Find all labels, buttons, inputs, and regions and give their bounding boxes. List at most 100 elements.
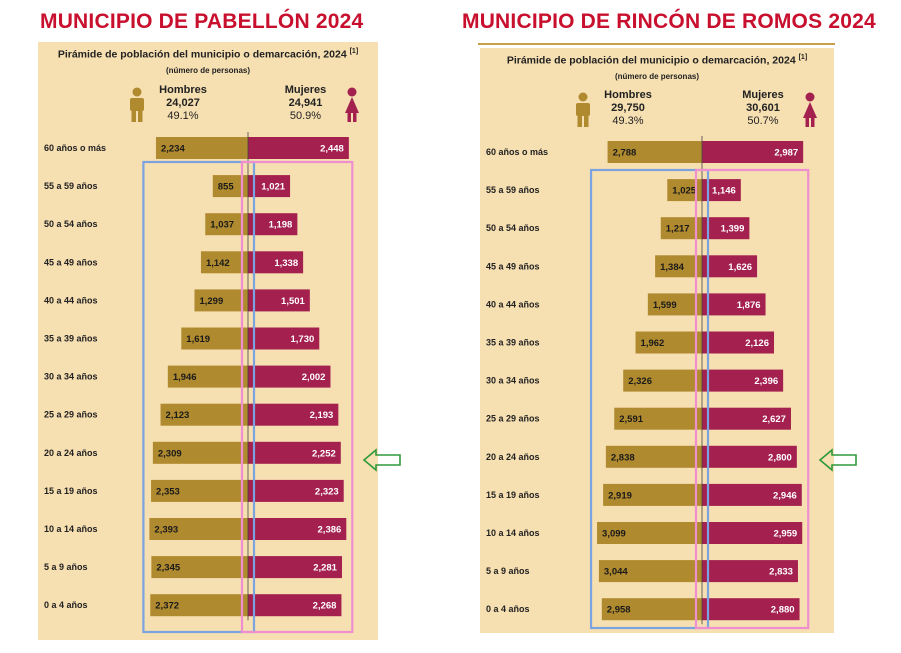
woman-icon <box>345 87 359 122</box>
age-group-label: 45 a 49 años <box>44 257 98 267</box>
women-highlight-box <box>694 168 810 630</box>
men-bar <box>151 479 248 502</box>
women-total: 24,941 <box>288 97 323 109</box>
women-value-label: 2,959 <box>773 529 797 540</box>
women-value-label: 2,002 <box>302 372 326 383</box>
women-bar <box>702 255 758 278</box>
men-bar <box>194 289 248 312</box>
age-group-label: 35 a 39 años <box>486 338 540 348</box>
women-bar <box>702 445 797 468</box>
men-value-label: 3,044 <box>604 567 628 578</box>
men-label: Hombres <box>159 84 207 96</box>
men-value-label: 2,393 <box>154 525 178 536</box>
men-bar <box>597 522 702 544</box>
women-value-label: 1,876 <box>737 300 761 311</box>
chart-title-text: Pirámide de población del municipio o de… <box>57 48 347 61</box>
women-bar <box>702 407 791 430</box>
women-percent: 50.9% <box>289 110 322 122</box>
man-icon <box>130 87 144 122</box>
women-highlight-box <box>240 160 354 634</box>
women-bar <box>248 479 344 502</box>
age-group-label: 5 a 9 años <box>486 566 530 576</box>
men-bar <box>167 365 248 388</box>
women-summary: Mujeres 30,601 50.7% <box>728 89 798 128</box>
men-bar <box>200 251 248 274</box>
men-bar <box>598 560 702 583</box>
women-value-label: 2,627 <box>762 414 786 425</box>
women-bar <box>248 556 342 579</box>
chart-title-text: Pirámide de población del municipio o de… <box>506 54 796 67</box>
men-bar <box>614 407 702 430</box>
note-marker: [1] <box>349 48 359 55</box>
women-label: Mujeres <box>742 89 784 101</box>
men-bar <box>647 293 702 316</box>
women-bar <box>702 522 803 544</box>
women-bar <box>702 141 804 163</box>
men-value-label: 2,919 <box>608 490 632 501</box>
age-group-label: 50 a 54 años <box>44 219 98 229</box>
age-group-label: 45 a 49 años <box>486 261 540 271</box>
chart-title: Pirámide de población del municipio o de… <box>38 48 378 61</box>
women-bar <box>248 327 320 350</box>
men-bar <box>660 217 702 240</box>
note-marker: [1] <box>798 54 808 61</box>
men-bar <box>181 327 248 350</box>
men-value-label: 1,599 <box>653 300 677 311</box>
women-value-label: 1,626 <box>728 262 752 273</box>
women-bar <box>248 403 339 426</box>
men-label: Hombres <box>604 89 652 101</box>
age-group-label: 15 a 19 años <box>44 486 98 496</box>
age-group-label: 20 a 24 años <box>44 448 98 458</box>
men-value-label: 2,838 <box>611 452 635 463</box>
women-bar <box>702 293 766 316</box>
pabellon-chart-panel: Pirámide de población del municipio o de… <box>38 42 378 640</box>
age-group-label: 25 a 29 años <box>486 414 540 424</box>
chart-subtitle: (número de personas) <box>614 72 699 81</box>
women-value-label: 1,146 <box>712 186 736 197</box>
age-group-label: 20 a 24 años <box>486 452 540 462</box>
age-group-label: 15 a 19 años <box>486 490 540 500</box>
men-value-label: 1,142 <box>206 258 230 269</box>
men-value-label: 2,123 <box>166 410 190 421</box>
age-group-label: 0 a 4 años <box>44 600 88 610</box>
age-group-label: 10 a 14 años <box>486 528 540 538</box>
men-value-label: 2,234 <box>161 144 185 155</box>
women-value-label: 2,448 <box>320 144 344 155</box>
men-total: 29,750 <box>611 102 645 114</box>
women-bar <box>702 598 800 621</box>
left-arrow-icon <box>818 448 857 472</box>
women-bar <box>248 289 310 312</box>
men-value-label: 2,591 <box>619 414 643 425</box>
chart-subtitle: (número de personas) <box>165 66 250 75</box>
women-value-label: 2,281 <box>313 563 337 574</box>
women-value-label: 2,800 <box>768 452 792 463</box>
age-group-label: 35 a 39 años <box>44 334 98 344</box>
age-group-label: 0 a 4 años <box>486 604 530 614</box>
men-bar <box>605 445 702 468</box>
women-bar <box>248 594 342 617</box>
women-value-label: 1,198 <box>269 220 293 231</box>
men-value-label: 2,353 <box>156 486 180 497</box>
men-bar <box>150 594 248 617</box>
men-bar <box>655 255 702 278</box>
age-group-label: 30 a 34 años <box>44 372 98 382</box>
men-value-label: 1,217 <box>666 224 690 235</box>
men-bar <box>601 598 702 621</box>
women-bar <box>248 251 304 274</box>
women-value-label: 2,833 <box>769 567 793 578</box>
men-value-label: 2,326 <box>628 376 652 387</box>
men-value-label: 2,372 <box>155 601 179 612</box>
rincon-heading: MUNICIPIO DE RINCÓN DE ROMOS 2024 <box>462 10 876 33</box>
population-pyramid-rincon: 60 años o más 2,788 2,987 55 a 59 años 1,025… <box>486 136 810 630</box>
men-bar <box>603 483 702 506</box>
men-value-label: 1,025 <box>672 186 696 197</box>
women-value-label: 2,880 <box>771 605 795 616</box>
men-value-label: 2,345 <box>156 563 180 574</box>
age-group-label: 25 a 29 años <box>44 410 98 420</box>
men-bar <box>212 175 248 198</box>
men-value-label: 2,788 <box>613 148 637 159</box>
men-bar <box>151 556 248 579</box>
age-group-label: 10 a 14 años <box>44 524 98 534</box>
men-bar <box>607 141 702 163</box>
woman-icon <box>803 92 817 127</box>
